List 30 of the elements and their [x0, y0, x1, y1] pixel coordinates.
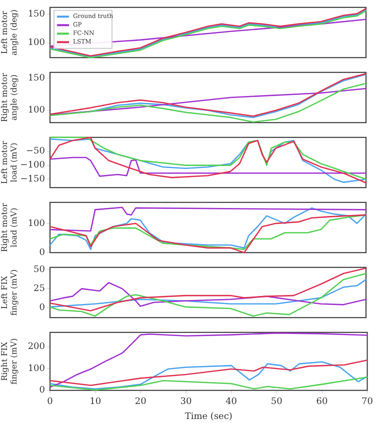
x-tick-label: 0 [47, 397, 54, 408]
y-tick-label: 50 [34, 265, 46, 276]
x-tick-label: 70 [362, 397, 374, 408]
y-tick-label: 150 [28, 10, 46, 20]
y-tick-label: 0 [39, 386, 46, 396]
y-axis-title: Right motor load (mV) [0, 202, 18, 252]
x-tick-label: 60 [316, 397, 328, 408]
y-tick-label: 200 [28, 342, 46, 352]
y-axis-title: Left FIX finger (mV) [0, 269, 18, 316]
y-axis-title: Left motor angle (deg) [0, 9, 18, 56]
x-axis-title: Time (sec) [184, 412, 232, 422]
y-tick-label: 100 [28, 106, 46, 116]
y-axis-title: Left motor load (mV) [0, 140, 18, 184]
y-tick-label: 0 [39, 303, 46, 314]
x-tick-label: 10 [90, 397, 102, 408]
y-tick-label: 25 [34, 284, 46, 294]
y-tick-label: 100 [28, 218, 46, 229]
y-tick-label: 100 [28, 38, 46, 48]
y-tick-label: −100 [20, 160, 46, 171]
y-tick-label: 0 [39, 248, 46, 258]
y-axis-title: Right motor angle (deg) [0, 72, 18, 122]
y-tick-label: −150 [20, 174, 46, 185]
x-tick-label: 20 [134, 397, 147, 408]
y-tick-label: −50 [26, 146, 46, 157]
x-tick-label: 50 [270, 397, 283, 408]
y-tick-label: 150 [28, 74, 46, 84]
x-tick-label: 30 [180, 397, 192, 408]
x-tick-label: 40 [226, 397, 238, 408]
y-axis-title: Right FIX finger (mV) [0, 338, 18, 385]
y-tick-label: 100 [28, 364, 46, 374]
